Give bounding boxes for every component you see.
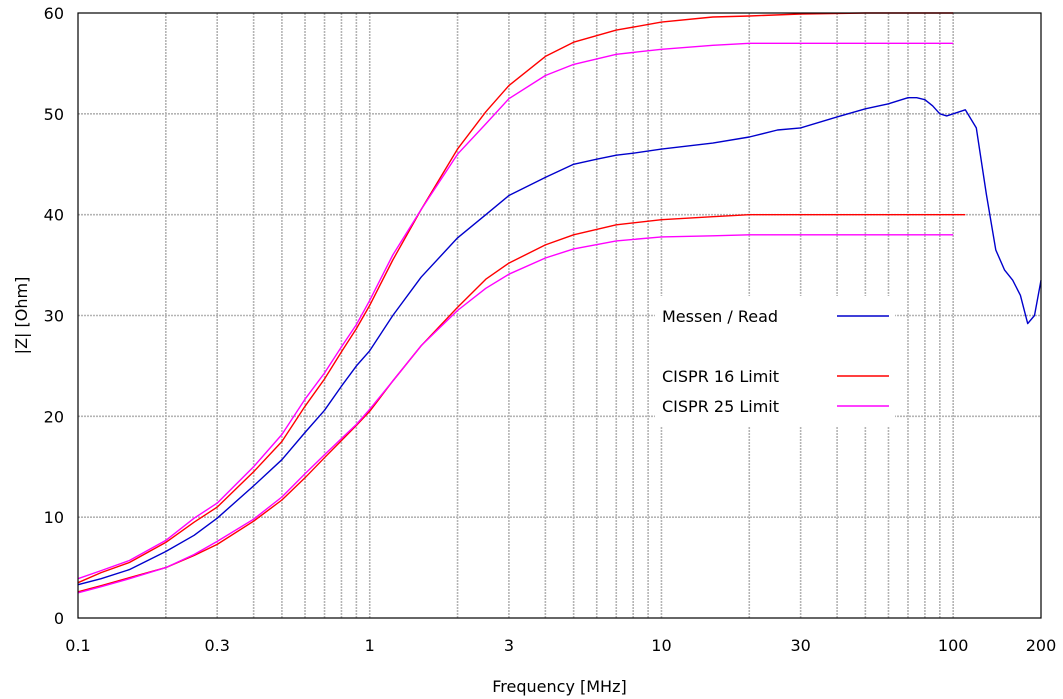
x-axis-label: Frequency [MHz] [492, 677, 626, 696]
legend-label: Messen / Read [662, 307, 778, 326]
x-tick-label: 30 [790, 636, 810, 655]
series-line-limit-4-4 [77, 234, 954, 594]
series-layer [77, 12, 1042, 594]
y-axis-ticks: 0 10 20 30 40 50 60 [44, 4, 64, 628]
legend: Messen / Read CISPR 16 Limit CISPR 25 Limi… [655, 296, 895, 426]
y-tick-label: 30 [44, 307, 64, 326]
x-axis-ticks: 0.1 0.3 1 3 10 30 100 200 [65, 636, 1056, 655]
series-line-cispr-16-limit-1 [77, 12, 954, 584]
x-tick-label: 1 [365, 636, 375, 655]
x-tick-label: 0.3 [204, 636, 229, 655]
x-tick-label: 200 [1026, 636, 1057, 655]
y-tick-label: 40 [44, 206, 64, 225]
x-tick-label: 10 [651, 636, 671, 655]
series-line-messen-read-0 [77, 97, 1042, 586]
plot-frame [77, 12, 1042, 619]
legend-background [655, 296, 895, 426]
x-tick-label: 0.1 [65, 636, 90, 655]
x-tick-label: 3 [504, 636, 514, 655]
y-tick-label: 20 [44, 407, 64, 426]
y-tick-label: 0 [54, 609, 64, 628]
y-tick-label: 60 [44, 4, 64, 23]
x-tick-label: 100 [938, 636, 969, 655]
legend-label: CISPR 25 Limit [662, 397, 779, 416]
legend-label: CISPR 16 Limit [662, 367, 779, 386]
series-line-cispr-25-limit-3 [77, 42, 954, 580]
y-tick-label: 10 [44, 508, 64, 527]
y-tick-label: 50 [44, 105, 64, 124]
y-axis-label: |Z| [Ohm] [12, 277, 31, 355]
